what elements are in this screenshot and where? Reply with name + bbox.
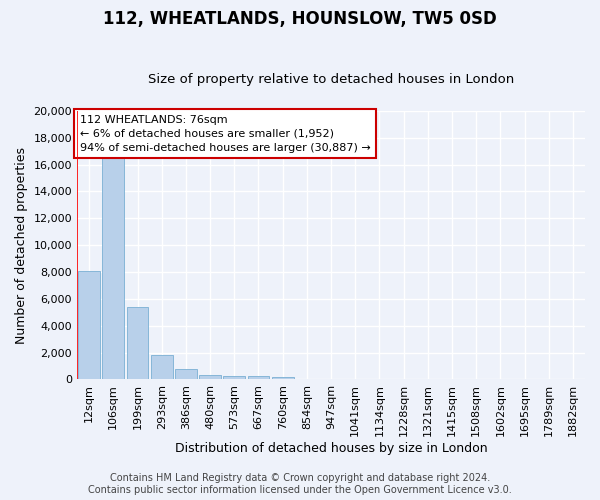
Text: 112 WHEATLANDS: 76sqm
← 6% of detached houses are smaller (1,952)
94% of semi-de: 112 WHEATLANDS: 76sqm ← 6% of detached h… <box>80 115 370 153</box>
Bar <box>175 369 197 380</box>
Bar <box>272 377 293 380</box>
Bar <box>78 270 100 380</box>
Text: 112, WHEATLANDS, HOUNSLOW, TW5 0SD: 112, WHEATLANDS, HOUNSLOW, TW5 0SD <box>103 10 497 28</box>
Bar <box>151 354 173 380</box>
Bar <box>223 376 245 380</box>
Title: Size of property relative to detached houses in London: Size of property relative to detached ho… <box>148 73 514 86</box>
Bar <box>103 158 124 380</box>
Bar <box>127 307 148 380</box>
Bar <box>199 375 221 380</box>
Text: Contains HM Land Registry data © Crown copyright and database right 2024.
Contai: Contains HM Land Registry data © Crown c… <box>88 474 512 495</box>
X-axis label: Distribution of detached houses by size in London: Distribution of detached houses by size … <box>175 442 487 455</box>
Bar <box>248 376 269 380</box>
Y-axis label: Number of detached properties: Number of detached properties <box>15 146 28 344</box>
